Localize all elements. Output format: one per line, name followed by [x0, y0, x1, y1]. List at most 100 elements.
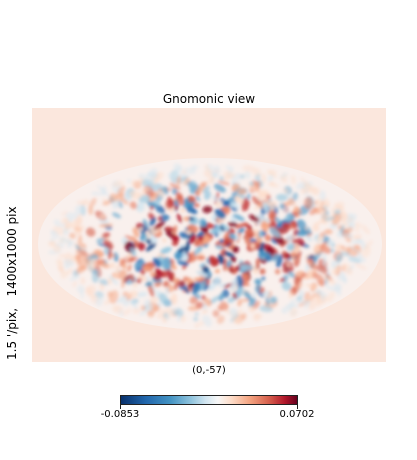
map-blob [146, 201, 159, 209]
map-blob [181, 179, 190, 186]
map-blob [271, 253, 279, 262]
map-blob [136, 278, 142, 284]
map-blob [279, 203, 285, 210]
map-blob [169, 296, 176, 306]
map-blob [354, 228, 360, 233]
map-blob [281, 306, 289, 314]
map-blob [102, 200, 113, 206]
map-blob [197, 279, 207, 292]
map-blob [329, 248, 335, 253]
map-blob [113, 252, 119, 262]
map-blob [176, 213, 183, 223]
map-blob [75, 214, 83, 227]
map-blob [323, 283, 335, 292]
map-blob [141, 186, 151, 193]
map-blob [208, 281, 218, 291]
map-blob [305, 283, 318, 290]
map-blob [121, 276, 125, 289]
map-blob [201, 295, 206, 300]
map-blob [150, 178, 156, 184]
map-blob [191, 209, 198, 215]
map-blob [259, 305, 273, 313]
map-blob [244, 290, 253, 302]
map-blob [335, 253, 343, 261]
map-blob [96, 237, 105, 243]
map-blob [166, 268, 174, 282]
map-blob [241, 312, 247, 321]
map-blob [303, 197, 313, 210]
map-blob [130, 273, 135, 283]
map-blob [161, 270, 169, 278]
map-blob [280, 176, 288, 183]
map-blob [216, 315, 225, 324]
map-blob [214, 276, 221, 284]
map-blob [59, 236, 69, 244]
map-blob [149, 271, 156, 278]
map-blob [153, 281, 163, 288]
map-blob [193, 203, 200, 208]
map-blob [179, 231, 189, 239]
map-blob [87, 258, 97, 272]
map-blob [246, 193, 251, 201]
map-blob [127, 264, 132, 272]
map-blob [111, 212, 122, 219]
map-blob [319, 245, 332, 254]
map-blob [347, 217, 354, 224]
map-blob [176, 308, 184, 317]
map-blob [293, 303, 299, 309]
map-blob [69, 232, 76, 239]
map-blob [160, 246, 172, 254]
map-blob [229, 308, 238, 317]
map-blob [335, 243, 343, 251]
map-blob [285, 303, 294, 309]
map-blob [200, 227, 209, 233]
map-blob [175, 191, 184, 200]
map-blob [120, 295, 130, 307]
map-blob [47, 240, 56, 246]
map-blob [222, 206, 231, 215]
map-blob [343, 232, 354, 239]
map-blob [237, 298, 243, 307]
map-blob [188, 180, 198, 189]
map-blob [194, 322, 200, 329]
map-blob [76, 267, 83, 271]
map-blob [58, 260, 64, 272]
map-blob [230, 278, 238, 292]
map-blob [334, 209, 341, 216]
map-blob [195, 301, 205, 309]
map-blob [194, 190, 200, 197]
map-center-label: (0,-57) [192, 365, 226, 376]
map-blob [137, 242, 146, 251]
map-blob [80, 289, 85, 299]
map-blob [117, 188, 125, 197]
map-blob [194, 312, 199, 316]
map-blob [331, 265, 339, 275]
map-blob [177, 260, 189, 266]
map-blob [296, 219, 307, 230]
map-blob [90, 253, 99, 261]
map-blob [52, 244, 62, 253]
map-blob [53, 219, 62, 227]
map-blob [158, 292, 169, 305]
map-blob [242, 272, 248, 280]
map-blob [354, 222, 361, 229]
map-blob [176, 175, 182, 187]
map-blob [214, 268, 220, 274]
map-blob [189, 296, 199, 305]
map-blob [248, 305, 256, 313]
map-blob [286, 262, 291, 267]
map-blob [202, 315, 212, 327]
map-blob [140, 305, 146, 311]
map-blob [323, 276, 336, 285]
map-blob [118, 200, 123, 209]
map-blob [264, 234, 272, 242]
map-blob [232, 316, 240, 324]
map-blob [323, 271, 333, 281]
map-blob [196, 181, 208, 192]
map-blob [296, 237, 305, 247]
map-blob [260, 219, 268, 234]
map-blob [225, 165, 231, 170]
y-axis-label: 1.5 '/pix, 1400x1000 pix [5, 206, 19, 360]
map-blob [185, 240, 190, 254]
